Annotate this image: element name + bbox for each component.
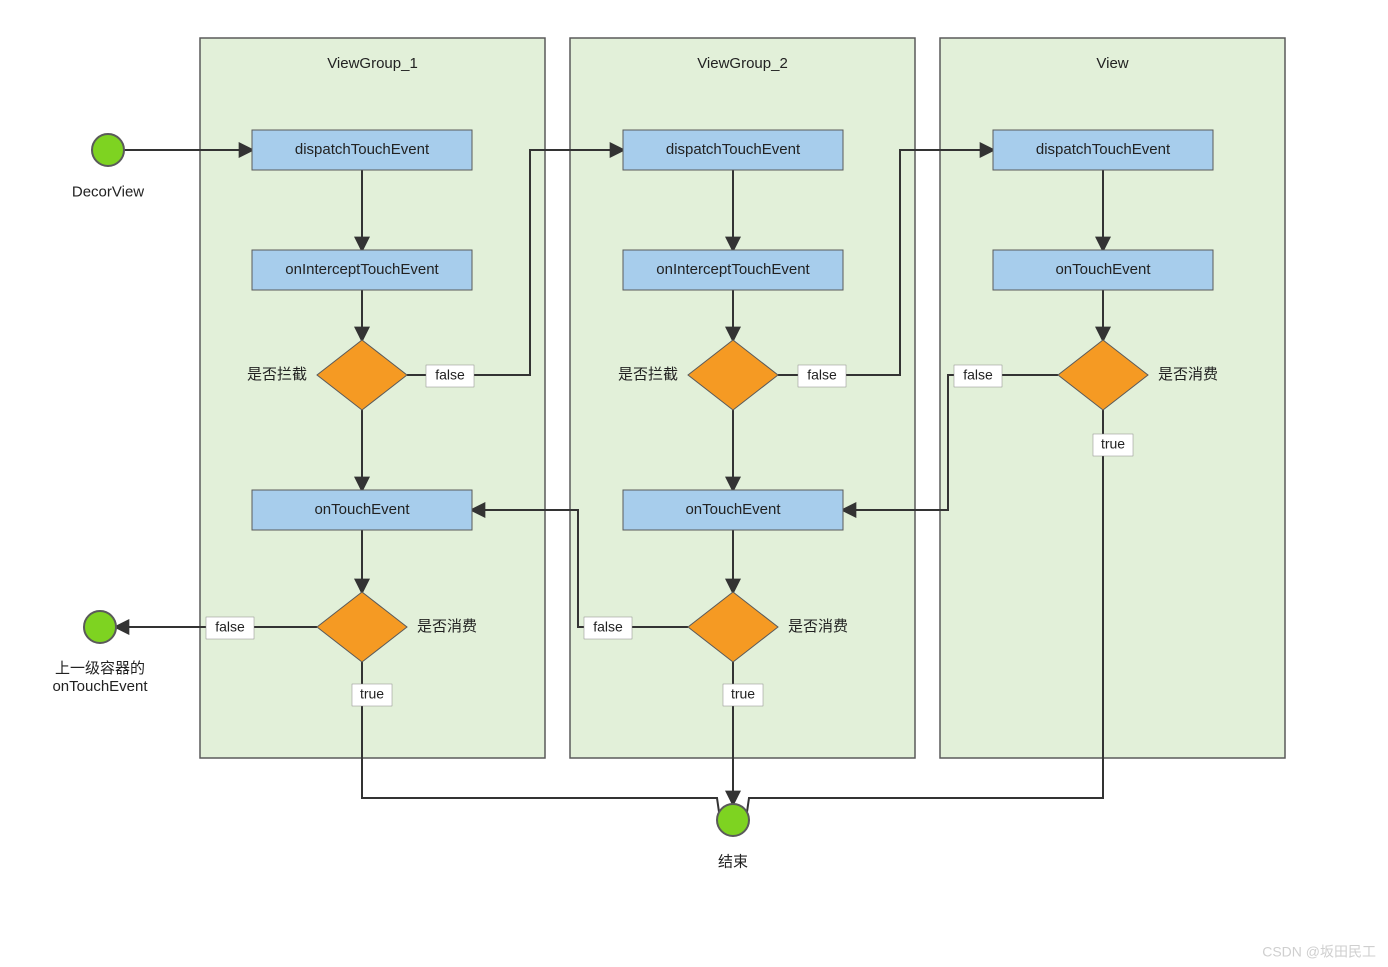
label-up: 上一级容器的onTouchEvent [52, 660, 148, 695]
label-decor: DecorView [72, 183, 144, 200]
edge-label: true [1101, 436, 1125, 452]
group-title-g3: View [1096, 55, 1128, 72]
edge-label: false [215, 619, 245, 635]
flowchart-canvas: ViewGroup_1 ViewGroup_2 View DecorView 上一级容器… [0, 0, 1388, 967]
node-up [84, 611, 116, 643]
label-b5: 是否消费 [788, 618, 848, 635]
node-end [717, 804, 749, 836]
label-end: 结束 [718, 853, 748, 870]
edge-label: false [435, 367, 465, 383]
edge-label: true [360, 686, 384, 702]
label-b1: dispatchTouchEvent [666, 141, 801, 158]
watermark: CSDN @坂田民工 [1262, 944, 1376, 960]
label-a4: onTouchEvent [314, 501, 410, 518]
label-c2: onTouchEvent [1055, 261, 1151, 278]
group-title-g1: ViewGroup_1 [327, 55, 418, 72]
label-c3: 是否消费 [1158, 366, 1218, 383]
label-a3: 是否拦截 [247, 366, 307, 383]
label-b2: onInterceptTouchEvent [656, 261, 810, 278]
label-a5: 是否消费 [417, 618, 477, 635]
label-b4: onTouchEvent [685, 501, 781, 518]
node-decor [92, 134, 124, 166]
edge-label: true [731, 686, 755, 702]
label-b3: 是否拦截 [618, 366, 678, 383]
label-c1: dispatchTouchEvent [1036, 141, 1171, 158]
label-a2: onInterceptTouchEvent [285, 261, 439, 278]
edge-label: false [593, 619, 623, 635]
edge-label: false [807, 367, 837, 383]
edge-label: false [963, 367, 993, 383]
label-a1: dispatchTouchEvent [295, 141, 430, 158]
group-title-g2: ViewGroup_2 [697, 55, 788, 72]
